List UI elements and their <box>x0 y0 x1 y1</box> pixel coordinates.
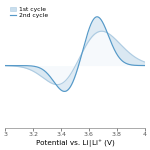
Legend: 1st cycle, 2nd cycle: 1st cycle, 2nd cycle <box>10 6 48 19</box>
X-axis label: Potential vs. Li∣Li⁺ (V): Potential vs. Li∣Li⁺ (V) <box>36 139 114 147</box>
